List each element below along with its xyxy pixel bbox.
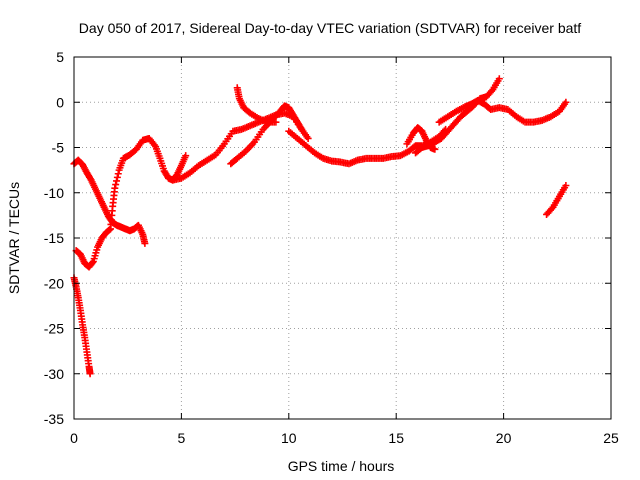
x-tick-label: 15 — [388, 430, 404, 446]
x-axis-label: GPS time / hours — [288, 458, 395, 474]
y-tick-label: -30 — [44, 366, 64, 382]
y-tick-label: -15 — [44, 230, 64, 246]
data-point — [141, 239, 149, 247]
series-arc-k — [543, 182, 570, 218]
grid — [74, 57, 611, 419]
data-point — [431, 145, 439, 153]
y-tick-label: -20 — [44, 275, 64, 291]
data-point — [182, 152, 190, 160]
y-tick-label: -25 — [44, 321, 64, 337]
data-point — [112, 181, 120, 189]
series-arc-e — [227, 102, 306, 168]
series-arc-b — [72, 134, 190, 271]
data-point — [272, 118, 280, 126]
y-tick-label: -35 — [44, 411, 64, 427]
y-tick-label: 5 — [56, 49, 64, 65]
data-point — [304, 134, 312, 142]
data-point — [86, 370, 94, 378]
series-arc-c — [70, 274, 94, 378]
data-points — [70, 75, 570, 378]
data-point — [297, 124, 305, 132]
y-tick-label: 0 — [56, 94, 64, 110]
series-arc-a — [70, 156, 149, 247]
data-point — [548, 205, 556, 213]
data-point — [111, 184, 119, 192]
series-arc-j — [435, 96, 570, 126]
data-point — [88, 259, 96, 267]
data-point — [298, 125, 306, 133]
series-arc-d — [169, 109, 312, 184]
x-tick-label: 0 — [70, 430, 78, 446]
data-point — [495, 75, 503, 83]
data-point — [562, 98, 570, 106]
x-tick-label: 10 — [281, 430, 297, 446]
data-point — [114, 170, 122, 178]
x-tick-label: 25 — [603, 430, 619, 446]
chart-title: Day 050 of 2017, Sidereal Day-to-day VTE… — [79, 20, 582, 36]
series-arc-f — [233, 84, 280, 126]
x-tick-label: 20 — [496, 430, 512, 446]
y-axis-label: SDTVAR / TECUs — [6, 182, 22, 294]
data-point — [562, 182, 570, 190]
data-point — [113, 173, 121, 181]
y-tick-label: -10 — [44, 185, 64, 201]
axis-ticks: 0 5 10 15 20 25 -35 -30 -25 -20 -15 -10 -5 0 5 — [44, 49, 619, 446]
y-tick-label: -5 — [52, 140, 65, 156]
data-point — [488, 87, 496, 95]
x-tick-label: 5 — [178, 430, 186, 446]
data-point — [113, 177, 121, 185]
